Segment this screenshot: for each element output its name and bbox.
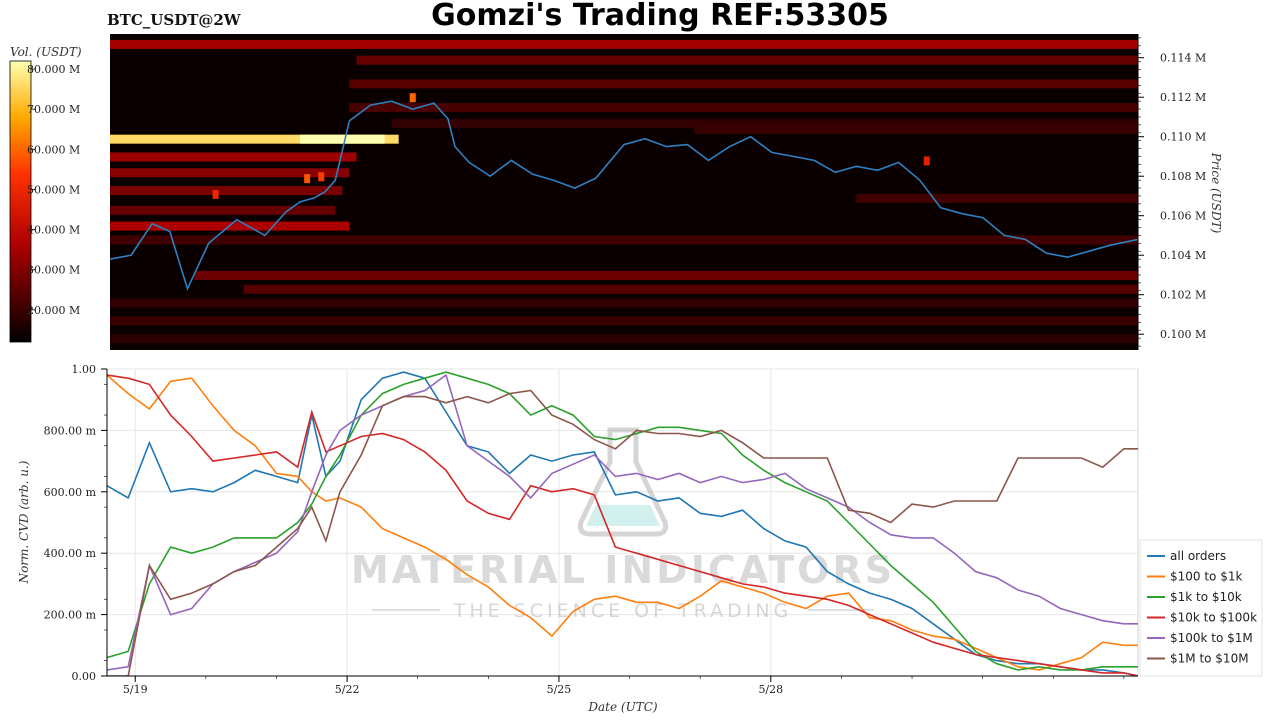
heatmap-level <box>243 284 1138 294</box>
watermark-subtitle: THE SCIENCE OF TRADING <box>453 600 793 622</box>
watermark-title: MATERIAL INDICATORS <box>351 548 895 592</box>
cvd-series-line <box>107 371 1138 676</box>
watermark: MATERIAL INDICATORS THE SCIENCE OF TRADI… <box>351 427 895 622</box>
heatmap-level <box>349 103 1138 113</box>
symbol-label: BTC_USDT@2W <box>107 11 242 29</box>
price-tick-label: 0.106 M <box>1160 210 1206 223</box>
colorbar-tick-label: 20.000 M <box>27 304 80 317</box>
colorbar-tick-label: 70.000 M <box>27 103 80 116</box>
x-tick-label: 5/19 <box>123 683 148 696</box>
price-tick-label: 0.112 M <box>1160 91 1206 104</box>
cvd-y-tick-label: 800.00 m <box>44 424 97 437</box>
chart-title: Gomzi's Trading REF:53305 <box>431 0 889 33</box>
colorbar-tick-label: 80.000 M <box>27 63 80 76</box>
heatmap-hotspot <box>409 93 416 103</box>
heatmap-hotspot <box>304 174 311 184</box>
cvd-panel: MATERIAL INDICATORS THE SCIENCE OF TRADI… <box>17 363 1139 714</box>
cvd-y-axis-label: Norm. CVD (arb. u.) <box>17 460 31 584</box>
legend: all orders $100 to $1k $1k to $10k $10k to … <box>1139 539 1263 677</box>
x-tick-label: 5/28 <box>758 683 783 696</box>
colorbar-tick-label: 40.000 M <box>27 224 80 237</box>
heatmap-level <box>110 39 1138 49</box>
heatmap-level <box>110 205 336 215</box>
legend-label: $1M to $10M <box>1170 652 1249 666</box>
price-tick-label: 0.104 M <box>1160 249 1206 262</box>
heatmap-level <box>349 79 1138 89</box>
heatmap-level <box>110 298 1138 308</box>
price-tick-label: 0.110 M <box>1160 131 1206 144</box>
heatmap-level <box>110 235 1138 245</box>
legend-label: $1k to $10k <box>1170 590 1242 604</box>
heatmap-level <box>110 316 1138 326</box>
colorbar-tick-label: 50.000 M <box>27 183 80 196</box>
heatmap-level <box>856 193 1138 203</box>
heatmap-hotspot <box>923 156 930 166</box>
colorbar-tick-label: 60.000 M <box>27 143 80 156</box>
heatmap-level <box>110 134 399 144</box>
legend-label: $100 to $1k <box>1170 570 1242 584</box>
heatmap-level-peak <box>300 134 385 144</box>
price-line <box>110 100 1138 292</box>
price-tick-label: 0.102 M <box>1160 289 1206 302</box>
heatmap-level <box>110 168 350 178</box>
legend-box <box>1139 539 1263 677</box>
cvd-y-tick-label: 0.00 <box>72 670 97 683</box>
x-tick-label: 5/25 <box>547 683 572 696</box>
cvd-series-line <box>107 373 1138 671</box>
heatmap-hotspot <box>212 189 219 199</box>
price-tick-label: 0.114 M <box>1160 52 1206 65</box>
colorbar-gradient <box>9 60 32 343</box>
legend-label: $100k to $1M <box>1170 631 1253 645</box>
heatmap-level <box>391 118 1138 128</box>
cvd-y-tick-label: 600.00 m <box>44 486 97 499</box>
cvd-series-line <box>107 374 1138 676</box>
colorbar: Vol. (USDT) 80.000 M 70.000 M 60.000 M 50.0… <box>9 45 82 343</box>
legend-label: $10k to $100k <box>1170 611 1257 625</box>
cvd-y-tick-label: 200.00 m <box>44 609 97 622</box>
price-axis-label: Price (USDT) <box>1209 152 1223 234</box>
heatmap-panel: 0.114 M 0.112 M 0.110 M 0.108 M 0.106 M 0.104… <box>110 34 1223 350</box>
x-axis-label: Date (UTC) <box>587 700 657 714</box>
legend-label: all orders <box>1170 549 1226 563</box>
x-tick-label: 5/22 <box>335 683 360 696</box>
colorbar-tick-label: 30.000 M <box>27 264 80 277</box>
cvd-series-line <box>107 371 1138 671</box>
price-tick-label: 0.100 M <box>1160 328 1206 341</box>
heatmap-level <box>194 270 1138 280</box>
heatmap-level <box>694 124 1138 134</box>
heatmap-level <box>110 334 1138 344</box>
cvd-series-line <box>107 374 1138 671</box>
heatmap-level <box>356 55 1138 65</box>
price-tick-label: 0.108 M <box>1160 170 1206 183</box>
heatmap-level <box>110 186 343 196</box>
heatmap-level <box>110 152 357 162</box>
cvd-y-tick-label: 1.00 <box>72 363 97 376</box>
cvd-y-tick-label: 400.00 m <box>44 547 97 560</box>
colorbar-label: Vol. (USDT) <box>10 45 82 59</box>
cvd-plot-area <box>106 368 1139 677</box>
heatmap-hotspot <box>318 172 325 182</box>
cvd-series-line <box>107 389 1138 676</box>
